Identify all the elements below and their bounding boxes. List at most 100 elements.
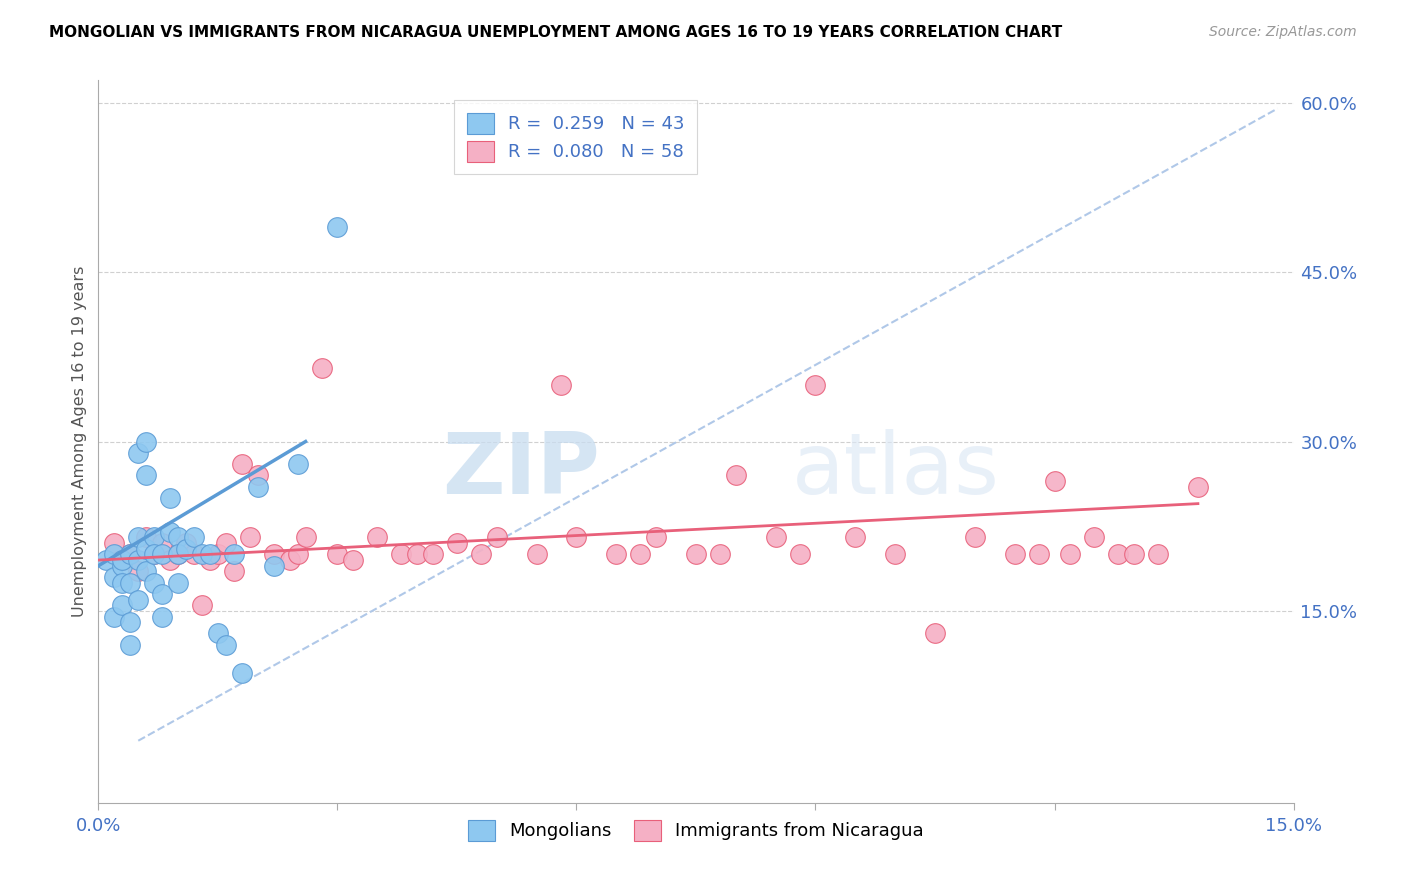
Point bbox=[231, 665, 253, 680]
Point bbox=[167, 531, 190, 545]
Point bbox=[174, 541, 197, 556]
Point bbox=[103, 536, 125, 550]
Point bbox=[120, 548, 142, 562]
Point bbox=[222, 565, 245, 579]
Point bbox=[278, 553, 301, 567]
Point bbox=[215, 638, 238, 652]
Point bbox=[207, 548, 229, 562]
Point bbox=[120, 575, 142, 590]
Point bbox=[120, 638, 142, 652]
Point bbox=[120, 615, 142, 630]
Point bbox=[174, 536, 197, 550]
Point bbox=[159, 524, 181, 539]
Y-axis label: Unemployment Among Ages 16 to 19 years: Unemployment Among Ages 16 to 19 years bbox=[72, 266, 87, 617]
Point bbox=[565, 531, 588, 545]
Point bbox=[645, 531, 668, 545]
Point bbox=[446, 536, 468, 550]
Point bbox=[198, 548, 221, 562]
Point bbox=[1028, 548, 1050, 562]
Point bbox=[215, 536, 238, 550]
Point bbox=[550, 378, 572, 392]
Point bbox=[150, 536, 173, 550]
Point bbox=[183, 548, 205, 562]
Point bbox=[135, 541, 157, 556]
Point bbox=[406, 548, 429, 562]
Point bbox=[167, 548, 190, 562]
Point bbox=[246, 480, 269, 494]
Point bbox=[167, 548, 190, 562]
Point bbox=[222, 548, 245, 562]
Point bbox=[724, 468, 747, 483]
Point bbox=[150, 548, 173, 562]
Point bbox=[1123, 548, 1146, 562]
Point bbox=[231, 457, 253, 471]
Point bbox=[103, 570, 125, 584]
Point bbox=[844, 531, 866, 545]
Point bbox=[924, 626, 946, 640]
Point bbox=[167, 575, 190, 590]
Point bbox=[246, 468, 269, 483]
Point bbox=[389, 548, 412, 562]
Point bbox=[326, 220, 349, 235]
Point bbox=[111, 575, 134, 590]
Point bbox=[143, 548, 166, 562]
Text: MONGOLIAN VS IMMIGRANTS FROM NICARAGUA UNEMPLOYMENT AMONG AGES 16 TO 19 YEARS CO: MONGOLIAN VS IMMIGRANTS FROM NICARAGUA U… bbox=[49, 25, 1063, 40]
Point bbox=[135, 531, 157, 545]
Point bbox=[1107, 548, 1129, 562]
Point bbox=[311, 361, 333, 376]
Point bbox=[191, 548, 214, 562]
Point bbox=[103, 548, 125, 562]
Point bbox=[709, 548, 731, 562]
Point bbox=[804, 378, 827, 392]
Point bbox=[150, 587, 173, 601]
Point bbox=[120, 548, 142, 562]
Point bbox=[422, 548, 444, 562]
Point bbox=[159, 491, 181, 505]
Point bbox=[207, 626, 229, 640]
Point bbox=[135, 468, 157, 483]
Point bbox=[143, 575, 166, 590]
Point bbox=[96, 553, 118, 567]
Point bbox=[294, 531, 316, 545]
Point bbox=[183, 531, 205, 545]
Point bbox=[143, 548, 166, 562]
Point bbox=[1004, 548, 1026, 562]
Point bbox=[1059, 548, 1081, 562]
Point bbox=[103, 609, 125, 624]
Point bbox=[366, 531, 388, 545]
Point bbox=[485, 531, 508, 545]
Point bbox=[287, 548, 309, 562]
Point bbox=[1043, 474, 1066, 488]
Point bbox=[287, 457, 309, 471]
Text: atlas: atlas bbox=[792, 429, 1000, 512]
Point bbox=[127, 531, 149, 545]
Point bbox=[789, 548, 811, 562]
Point bbox=[765, 531, 787, 545]
Text: ZIP: ZIP bbox=[443, 429, 600, 512]
Point bbox=[263, 558, 285, 573]
Point bbox=[111, 558, 134, 573]
Point bbox=[1187, 480, 1209, 494]
Point bbox=[628, 548, 651, 562]
Point bbox=[884, 548, 907, 562]
Point bbox=[111, 553, 134, 567]
Point bbox=[135, 565, 157, 579]
Point bbox=[1147, 548, 1170, 562]
Point bbox=[342, 553, 364, 567]
Point bbox=[127, 592, 149, 607]
Text: Source: ZipAtlas.com: Source: ZipAtlas.com bbox=[1209, 25, 1357, 39]
Point bbox=[1083, 531, 1105, 545]
Point bbox=[127, 553, 149, 567]
Point bbox=[685, 548, 707, 562]
Point bbox=[191, 599, 214, 613]
Point bbox=[111, 599, 134, 613]
Legend: Mongolians, Immigrants from Nicaragua: Mongolians, Immigrants from Nicaragua bbox=[461, 813, 931, 848]
Point bbox=[159, 553, 181, 567]
Point bbox=[605, 548, 627, 562]
Point bbox=[150, 609, 173, 624]
Point bbox=[326, 548, 349, 562]
Point bbox=[963, 531, 986, 545]
Point bbox=[127, 565, 149, 579]
Point bbox=[263, 548, 285, 562]
Point bbox=[135, 434, 157, 449]
